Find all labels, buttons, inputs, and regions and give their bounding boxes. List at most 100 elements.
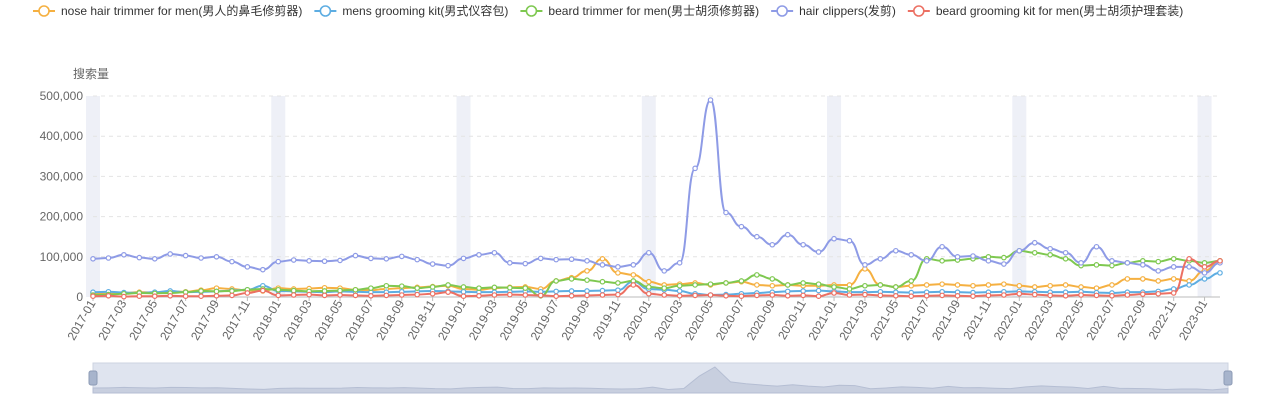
legend-item-5[interactable]: beard grooming kit for men(男士胡须护理套装) [907,4,1183,18]
data-point [630,272,637,278]
data-point [198,288,204,294]
data-point [692,165,698,172]
legend-item-3[interactable]: beard trimmer for men(男士胡须修剪器) [520,3,759,18]
data-point [1078,260,1084,266]
data-point [1201,270,1208,276]
x-tick-label: 2022-09 [1114,297,1148,342]
data-point [321,258,328,265]
data-point [615,264,621,270]
data-point [352,252,359,259]
x-tick-label: 2018-05 [311,297,345,342]
legend-label: nose hair trimmer for men(男人的鼻毛修剪器) [61,3,302,18]
data-point [1140,291,1146,297]
data-point [908,282,915,289]
data-point [414,291,421,298]
data-point [970,253,976,259]
x-tick-label: 2020-03 [651,297,685,342]
data-point [429,290,436,297]
data-point [923,258,930,264]
data-point [244,290,251,296]
data-point [599,278,606,285]
data-point [1170,256,1177,262]
legend: nose hair trimmer for men(男人的鼻毛修剪器) mens … [33,3,1183,18]
data-point [522,292,529,298]
zoom-handle-left[interactable] [88,370,98,386]
data-point [290,292,297,298]
data-point [985,292,992,299]
data-point [615,270,621,276]
data-point [645,278,652,285]
data-point [445,282,451,288]
data-point [661,292,668,298]
data-point [723,280,729,286]
data-point [723,292,729,299]
data-point [599,292,606,298]
legend-item-4[interactable]: hair clippers(发剪) [771,3,896,18]
data-point [754,233,760,240]
legend-item-2[interactable]: mens grooming kit(男式仪容包) [314,3,508,18]
data-point [1124,276,1131,282]
data-point [846,237,853,244]
legend-label: beard trimmer for men(男士胡须修剪器) [548,3,759,18]
data-point [599,262,606,268]
data-point [136,254,143,261]
legend-item-1[interactable]: nose hair trimmer for men(男人的鼻毛修剪器) [33,3,302,18]
data-point [831,235,837,242]
x-tick-label: 2020-05 [682,297,716,342]
data-point [645,249,652,256]
data-point [1217,270,1223,276]
data-point [923,282,930,288]
data-point [815,281,822,287]
data-point [507,284,513,291]
zoom-handle-right[interactable] [1223,370,1233,386]
data-point [892,292,899,299]
data-point [1062,256,1069,262]
data-point [1001,292,1007,298]
zoom-preview [92,366,1229,394]
data-point [398,253,405,260]
data-point [939,292,945,299]
data-point [151,256,158,262]
data-point [645,290,652,297]
data-point [229,288,235,294]
x-tick-label: 2022-07 [1083,297,1117,342]
data-point [738,293,745,299]
x-tick-label: 2017-11 [219,297,253,342]
data-point [1093,292,1100,299]
data-point [1031,291,1038,298]
data-point [1186,282,1192,288]
legend-marker [913,5,925,17]
data-point [491,284,498,291]
data-point [213,288,220,295]
data-point [1124,292,1131,298]
data-point [244,264,251,270]
data-point [522,260,529,267]
x-tick-label: 2017-07 [157,297,191,342]
x-tick-label: 2022-05 [1053,297,1087,342]
y-axis: 0 100,000 200,000 300,000 400,000 500,000 [40,89,84,304]
data-zoom-slider[interactable] [88,362,1233,394]
x-tick-label: 2020-07 [713,297,747,342]
data-point [445,289,451,295]
x-tick-label: 2018-07 [342,297,376,342]
data-point [1201,276,1208,282]
data-point [908,278,915,284]
data-point [1155,268,1162,274]
data-point [892,247,899,254]
data-point [815,293,822,299]
data-point [862,282,868,289]
data-point [954,282,961,288]
data-point [1001,281,1007,287]
data-point [615,280,621,286]
data-point [661,285,668,291]
legend-label: hair clippers(发剪) [799,3,896,18]
data-point [939,258,945,264]
x-tick-label: 2019-11 [590,297,624,342]
y-axis-label: 搜索量 [73,66,109,81]
y-tick-label: 200,000 [40,210,84,224]
data-point [537,255,544,262]
data-point [877,256,884,262]
data-point [1016,290,1023,297]
data-point [306,258,312,264]
data-point [1186,256,1192,262]
